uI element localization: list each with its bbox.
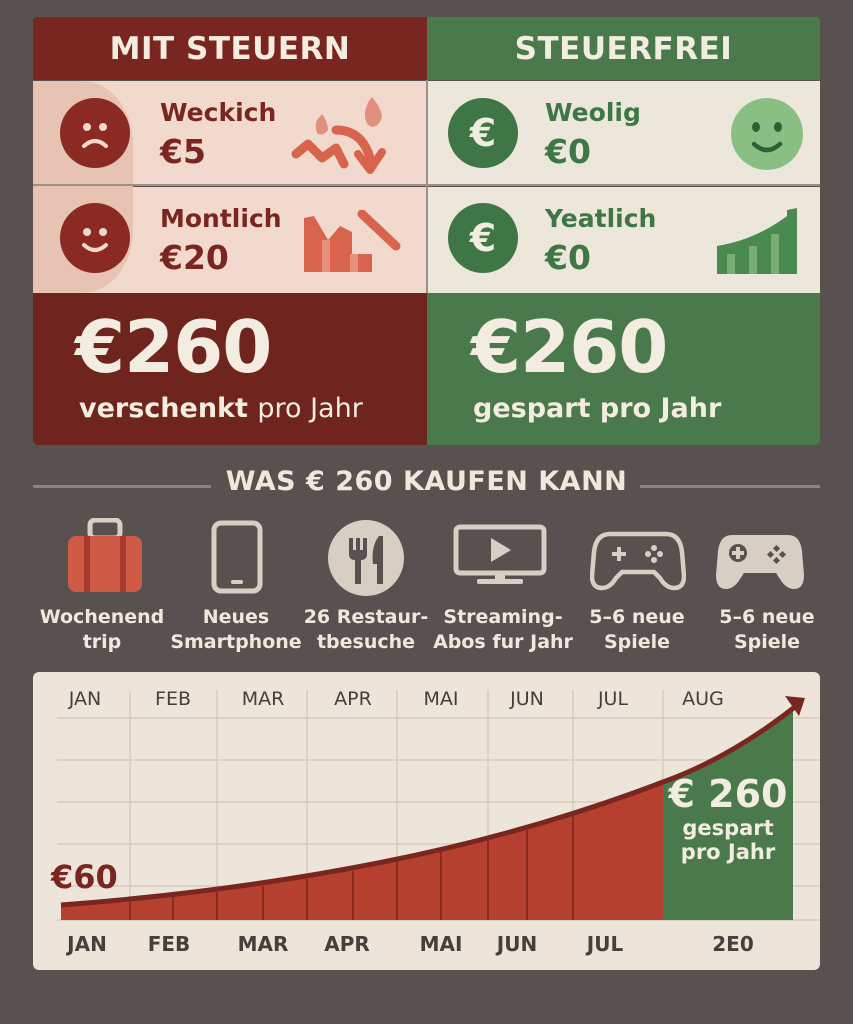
happy-face-icon (730, 98, 804, 174)
yearly-taxfree-value: €0 (545, 238, 591, 277)
with-taxes-total-panel: €260 verschenkt pro Jahr (33, 293, 427, 445)
fork-knife-icon (327, 520, 405, 600)
with-taxes-header: MIT STEUERN (33, 17, 427, 80)
saved-amount: €260 (471, 305, 668, 389)
monthly-label: Montlich (160, 204, 282, 233)
month-top-apr: APR (334, 688, 372, 710)
rising-bars-icon (715, 206, 800, 280)
month-bottom-apr: APR (324, 932, 370, 956)
yearly-taxfree-label: Yeatlich (545, 204, 657, 233)
section-divider-right (640, 485, 820, 488)
item-games-2: 5–6 neue Spiele (719, 606, 815, 653)
gamepad-outline-icon (589, 530, 687, 596)
month-top-mar: MAR (241, 688, 285, 710)
weekly-label: Weckich (160, 98, 277, 127)
month-bottom-feb: FEB (147, 932, 191, 956)
tax-free-total-panel: €260 gespart pro Jahr (427, 293, 820, 445)
smartphone-icon (211, 520, 263, 598)
tv-play-icon (453, 524, 547, 590)
month-bottom-total: 2E0 (712, 932, 754, 956)
tax-free-header: STEUERFREI (427, 17, 820, 80)
item-games-1: 5–6 neue Spiele (589, 606, 685, 653)
item-streaming: Streaming- Abos fur Jahr (433, 606, 573, 653)
euro-coin-icon: € (448, 98, 518, 168)
gamepad-filled-icon (716, 533, 804, 595)
suitcase-icon (66, 517, 144, 598)
chart-grid (57, 690, 820, 921)
euro-coin-icon: € (448, 203, 518, 273)
lost-amount: €260 (75, 305, 272, 389)
month-bottom-jun: JUN (496, 932, 538, 956)
month-top-jun: JUN (510, 688, 544, 710)
month-top-mai: MAI (423, 688, 459, 710)
weekly-value: €5 (160, 132, 206, 171)
lost-caption: verschenkt pro Jahr (79, 393, 363, 424)
declining-bars-icon (302, 209, 402, 280)
month-top-jan: JAN (68, 688, 102, 710)
sad-face-icon (60, 98, 130, 168)
month-bottom-mar: MAR (237, 932, 289, 956)
start-value-label: €60 (51, 858, 118, 896)
item-restaurant: 26 Restaur-tbesuche (303, 606, 429, 653)
savings-chart: JAN FEB MAR APR MAI JUN JUL AUG €60 € 26… (33, 672, 820, 970)
column-divider (426, 80, 428, 293)
month-bottom-jul: JUL (586, 932, 624, 956)
item-weekend-trip: Wochenend trip (39, 606, 165, 653)
month-top-jul: JUL (597, 688, 629, 710)
tax-free-title: STEUERFREI (514, 30, 733, 67)
weekly-taxfree-label: Weolig (545, 98, 641, 127)
falling-money-icon (290, 92, 400, 181)
saved-caption: gespart pro Jahr (473, 393, 722, 424)
month-top-feb: FEB (155, 688, 191, 710)
smile-face-icon (60, 203, 130, 273)
monthly-value: €20 (160, 238, 229, 277)
item-smartphone: Neues Smartphone (170, 606, 302, 653)
weekly-taxfree-value: €0 (545, 132, 591, 171)
month-bottom-jan: JAN (67, 932, 107, 956)
month-bottom-mai: MAI (419, 932, 463, 956)
saved-annotation: € 260 gespart pro Jahr (668, 772, 788, 864)
with-taxes-title: MIT STEUERN (109, 30, 351, 67)
section-title: WAS € 260 KAUFEN KANN (225, 466, 628, 497)
month-top-aug: AUG (682, 688, 724, 710)
section-divider-left (33, 485, 211, 488)
